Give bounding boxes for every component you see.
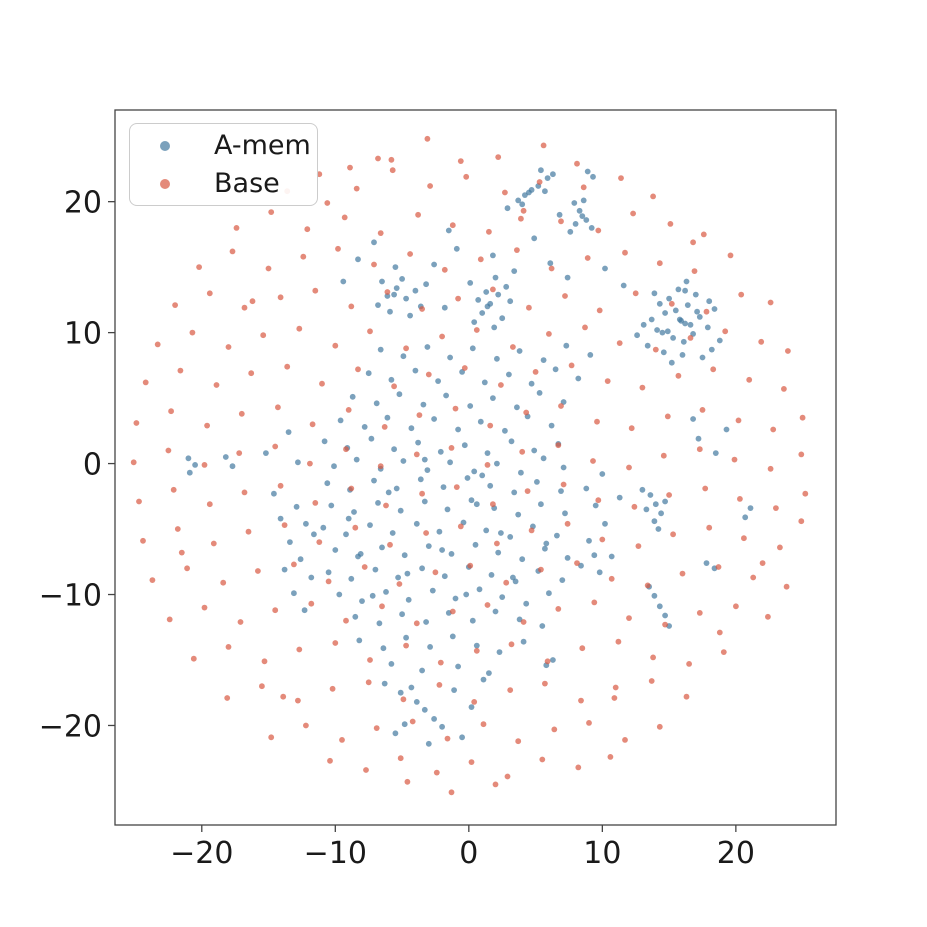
legend-label-base: Base (214, 168, 280, 199)
legend-label-a-mem: A-mem (214, 130, 311, 161)
x-axis: −20 −10 0 10 20 (170, 825, 755, 871)
x-tick-label: 0 (459, 836, 478, 871)
x-tick-label: −20 (170, 836, 233, 871)
legend-entry-base: Base (130, 165, 317, 203)
legend: A-mem Base (129, 123, 318, 206)
x-tick-label: −10 (304, 836, 367, 871)
y-axis: 20 10 0 −10 −20 (39, 186, 115, 744)
y-tick-label: 20 (64, 186, 102, 221)
y-tick-label: 0 (83, 448, 102, 483)
y-tick-label: −20 (39, 709, 102, 744)
y-tick-label: 10 (64, 317, 102, 352)
y-tick-label: −10 (39, 579, 102, 614)
base-marker-icon (160, 178, 170, 189)
a-mem-marker-icon (160, 140, 170, 151)
legend-entry-a-mem: A-mem (130, 127, 317, 165)
x-tick-label: 20 (717, 836, 755, 871)
series-Base (130, 135, 809, 796)
series-A-mem (185, 167, 754, 747)
plot-area (114, 109, 837, 826)
x-tick-label: 10 (583, 836, 621, 871)
